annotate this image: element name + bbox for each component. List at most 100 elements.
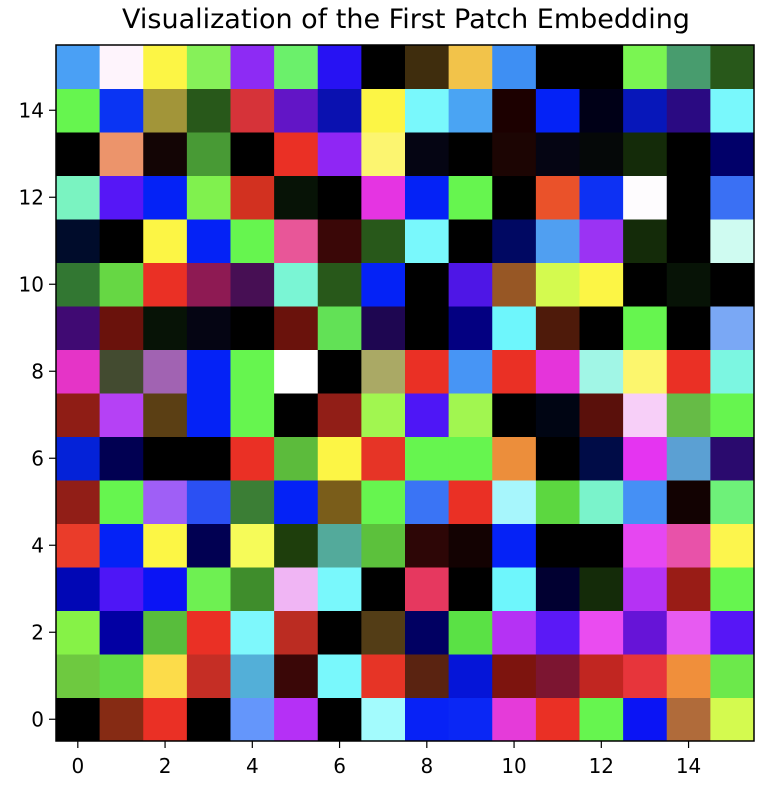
heatmap-cell — [186, 349, 231, 394]
heatmap-cell — [492, 88, 537, 133]
heatmap-cell — [448, 654, 493, 698]
heatmap-cell — [492, 132, 537, 176]
heatmap-cell — [361, 219, 406, 263]
heatmap-cell — [274, 567, 319, 611]
heatmap-cell — [710, 175, 755, 220]
heatmap-cell — [99, 132, 144, 176]
heatmap-cell — [274, 219, 319, 263]
heatmap-cell — [579, 654, 624, 698]
heatmap-cell — [230, 306, 275, 350]
heatmap-cell — [317, 480, 362, 524]
heatmap-cell — [405, 88, 450, 133]
heatmap-cell — [535, 567, 580, 611]
heatmap-cell — [623, 654, 668, 698]
x-axis: 0 2 4 6 8 10 12 14 — [71, 741, 701, 778]
heatmap-cell — [143, 175, 188, 220]
heatmap-cell — [143, 610, 188, 655]
heatmap-cell — [579, 697, 624, 742]
heatmap-cell — [317, 45, 362, 89]
heatmap-cell — [623, 480, 668, 524]
chart-title: Visualization of the First Patch Embeddi… — [122, 4, 690, 35]
heatmap-cell — [623, 697, 668, 742]
heatmap-cell — [535, 132, 580, 176]
heatmap-cell — [361, 393, 406, 437]
heatmap-cell — [274, 523, 319, 568]
heatmap-cell — [579, 219, 624, 263]
heatmap-cell — [274, 436, 319, 481]
heatmap-cell — [186, 306, 231, 350]
x-tick-label: 12 — [589, 754, 614, 778]
heatmap-cell — [623, 45, 668, 89]
heatmap-cell — [56, 523, 101, 568]
heatmap-cell — [56, 306, 101, 350]
heatmap-cell — [535, 697, 580, 742]
heatmap-cell — [186, 88, 231, 133]
heatmap-cell — [666, 393, 711, 437]
heatmap-cell — [317, 88, 362, 133]
heatmap-cell — [317, 219, 362, 263]
heatmap-cell — [230, 175, 275, 220]
heatmap-cell — [666, 436, 711, 481]
heatmap-cell — [448, 175, 493, 220]
heatmap-cell — [405, 262, 450, 307]
y-tick-label: 6 — [31, 446, 44, 470]
heatmap-cell — [56, 393, 101, 437]
heatmap-cell — [99, 262, 144, 307]
heatmap-cell — [405, 610, 450, 655]
heatmap-cell — [405, 349, 450, 394]
heatmap-cell — [99, 88, 144, 133]
heatmap-cell — [186, 393, 231, 437]
heatmap-cell — [535, 436, 580, 481]
heatmap-cell — [492, 175, 537, 220]
heatmap-cell — [535, 393, 580, 437]
heatmap-cell — [99, 175, 144, 220]
heatmap-cell — [56, 262, 101, 307]
heatmap-cell — [535, 610, 580, 655]
heatmap-cell — [623, 262, 668, 307]
heatmap-cell — [99, 306, 144, 350]
heatmap-cell — [99, 393, 144, 437]
heatmap-cell — [56, 132, 101, 176]
heatmap-cell — [186, 45, 231, 89]
heatmap-cell — [579, 567, 624, 611]
heatmap-cell — [448, 349, 493, 394]
heatmap-cell — [579, 436, 624, 481]
heatmap-cell — [361, 175, 406, 220]
x-tick-label: 4 — [246, 754, 259, 778]
heatmap-cell — [186, 132, 231, 176]
heatmap-cell — [99, 697, 144, 742]
heatmap-cell — [448, 45, 493, 89]
x-tick-label: 14 — [676, 754, 701, 778]
heatmap-cell — [710, 306, 755, 350]
heatmap-cell — [710, 567, 755, 611]
heatmap-cell — [317, 132, 362, 176]
heatmap-cell — [623, 306, 668, 350]
heatmap-cell — [623, 219, 668, 263]
heatmap-cell — [143, 523, 188, 568]
y-axis: 0 2 4 6 8 10 12 14 — [19, 98, 56, 731]
heatmap-cell — [623, 523, 668, 568]
plot-frame — [55, 44, 755, 742]
heatmap-cell — [492, 45, 537, 89]
heatmap-cell — [666, 132, 711, 176]
heatmap-cell — [317, 306, 362, 350]
heatmap-cell — [492, 306, 537, 350]
y-tick-label: 8 — [31, 359, 44, 383]
y-tick-label: 0 — [31, 707, 44, 731]
heatmap-cell — [143, 219, 188, 263]
heatmap-cell — [492, 219, 537, 263]
heatmap-cell — [186, 697, 231, 742]
heatmap-cell — [230, 88, 275, 133]
x-tick-label: 0 — [71, 754, 84, 778]
heatmap-cell — [405, 45, 450, 89]
heatmap-cell — [274, 349, 319, 394]
heatmap-cell — [492, 610, 537, 655]
heatmap-cell — [710, 523, 755, 568]
heatmap-cell — [230, 697, 275, 742]
heatmap-cell — [230, 610, 275, 655]
heatmap-cell — [448, 219, 493, 263]
heatmap-cell — [405, 306, 450, 350]
heatmap-cell — [405, 480, 450, 524]
heatmap-cell — [186, 436, 231, 481]
heatmap-cell — [666, 306, 711, 350]
